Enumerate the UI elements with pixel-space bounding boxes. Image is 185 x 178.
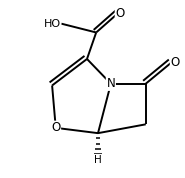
Text: H: H	[94, 155, 102, 165]
Text: O: O	[115, 7, 125, 20]
Text: O: O	[51, 121, 60, 134]
Text: HO: HO	[43, 19, 61, 29]
Text: N: N	[107, 77, 115, 90]
Text: O: O	[171, 56, 180, 69]
